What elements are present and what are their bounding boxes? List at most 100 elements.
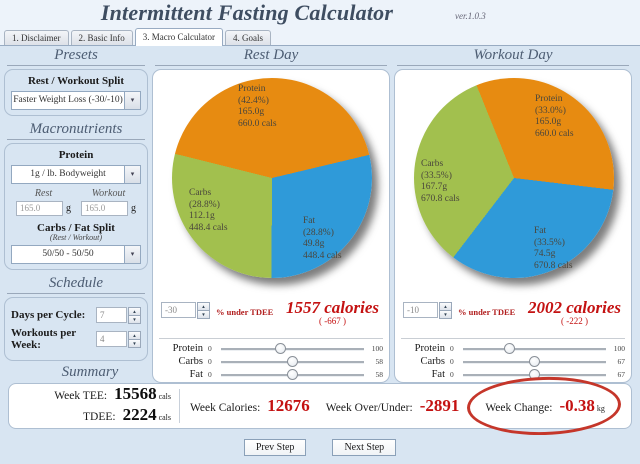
schedule-heading: Schedule — [7, 275, 145, 294]
week-over-under-item: Week Over/Under: -2891 — [326, 396, 460, 416]
slider-thumb[interactable] — [286, 355, 298, 367]
workouts-per-week-spinner[interactable]: 4 ▲ ▼ — [96, 331, 141, 348]
macronutrients-panel: Protein 1g / lb. Bodyweight ▾ Rest Worko… — [4, 143, 148, 270]
carbs-fat-split-value: 50/50 - 50/50 — [42, 249, 94, 259]
spin-down-icon[interactable]: ▼ — [197, 311, 210, 319]
week-change-item: Week Change: -0.38 kg — [466, 375, 622, 437]
workout-grams-input[interactable]: 165.0 — [81, 201, 128, 216]
week-calories-value: 12676 — [267, 396, 310, 415]
workout-carbs-slider[interactable] — [463, 355, 606, 368]
rest-tdee-adjust-spinner[interactable]: -30 ▲ ▼ — [161, 302, 210, 319]
protein-select[interactable]: 1g / lb. Bodyweight ▾ — [11, 165, 141, 184]
dropdown-arrow-icon[interactable]: ▾ — [124, 92, 140, 109]
days-per-cycle-value[interactable]: 7 — [96, 307, 127, 323]
workout-tdee-adjust-value[interactable]: -10 — [403, 302, 438, 318]
spin-down-icon[interactable]: ▼ — [439, 311, 452, 319]
workout-fat-slider[interactable] — [463, 368, 606, 381]
rest-fat-slider-row: Fat 0 58 — [189, 368, 383, 381]
rest-carbs-slice-label: Carbs (28.8%) 112.1g 448.4 cals — [189, 188, 228, 233]
prev-step-button[interactable]: Prev Step — [243, 439, 307, 456]
rest-calories-delta: ( -667 ) — [318, 316, 346, 326]
week-change-value: -0.38 — [559, 396, 595, 415]
workout-calories-total: 2002 calories ( -222 ) — [528, 298, 621, 326]
workout-carbs-slice-label: Carbs (33.5%) 167.7g 670.8 cals — [421, 159, 460, 204]
week-change-label: Week Change: — [485, 402, 553, 414]
version-label: ver.1.0.3 — [455, 11, 486, 21]
workout-protein-slice-label: Protein (33.0%) 165.0g 660.0 cals — [535, 94, 574, 139]
workout-carbs-slider-row: Carbs 0 67 — [420, 355, 625, 368]
rest-protein-slider[interactable] — [221, 342, 364, 355]
tab-basic-info[interactable]: 2. Basic Info — [70, 30, 133, 45]
spin-down-icon[interactable]: ▼ — [128, 340, 141, 348]
slider-thumb[interactable] — [528, 368, 540, 380]
tab-macro-calculator[interactable]: 3. Macro Calculator — [134, 28, 223, 46]
carbs-fat-split-select[interactable]: 50/50 - 50/50 ▾ — [11, 245, 141, 264]
workout-day-panel: Protein (33.0%) 165.0g 660.0 cals Carbs … — [394, 69, 632, 383]
next-step-button[interactable]: Next Step — [332, 439, 397, 456]
grams-header-row: Rest Workout — [11, 188, 141, 199]
rest-protein-slider-row: Protein 0 100 — [172, 342, 383, 355]
protein-label: Protein — [58, 149, 94, 161]
dropdown-arrow-icon[interactable]: ▾ — [124, 166, 140, 183]
spin-up-icon[interactable]: ▲ — [128, 307, 141, 316]
workout-protein-slider[interactable] — [463, 342, 606, 355]
rest-workout-split-select[interactable]: Faster Weight Loss (-30/-10) ▾ — [11, 91, 141, 110]
workout-protein-slider-row: Protein 0 100 — [414, 342, 625, 355]
spin-up-icon[interactable]: ▲ — [197, 302, 210, 311]
divider — [179, 389, 180, 423]
rest-calories-value: 1557 calories — [285, 298, 379, 317]
rest-day-heading: Rest Day — [155, 47, 387, 66]
days-per-cycle-spinner[interactable]: 7 ▲ ▼ — [96, 307, 141, 324]
carbs-fat-split-label: Carbs / Fat Split — [37, 222, 115, 234]
rest-grams-unit: g — [66, 203, 71, 214]
workout-column-label: Workout — [91, 188, 126, 199]
slider-thumb[interactable] — [275, 342, 287, 354]
workout-sliders: Protein 0 100 Carbs 0 67 — [401, 342, 625, 381]
rest-tdee-adjust-value[interactable]: -30 — [161, 302, 196, 318]
week-over-under-label: Week Over/Under: — [325, 402, 413, 414]
rest-calories-total: 1557 calories ( -667 ) — [286, 298, 379, 326]
rest-grams-input[interactable]: 165.0 — [16, 201, 63, 216]
macronutrients-heading: Macronutrients — [7, 121, 145, 140]
spin-up-icon[interactable]: ▲ — [439, 302, 452, 311]
workout-tdee-label: % under TDEE — [458, 307, 516, 317]
rest-fat-slider[interactable] — [221, 368, 364, 381]
divider — [159, 338, 383, 339]
dropdown-arrow-icon[interactable]: ▾ — [124, 246, 140, 263]
rest-column-label: Rest — [34, 188, 53, 199]
workout-fat-slice-label: Fat (33.5%) 74.5g 670.8 cals — [534, 226, 573, 271]
slider-thumb[interactable] — [528, 355, 540, 367]
tab-disclaimer[interactable]: 1. Disclaimer — [4, 30, 69, 45]
workout-day-pie-chart — [414, 78, 614, 278]
tdee-value: 2224 — [122, 405, 157, 424]
rest-day-panel: Protein (42.4%) 165.0g 660.0 cals Carbs … — [152, 69, 390, 383]
summary-panel: Week TEE: 15568 cals TDEE: 2224 cals Wee… — [8, 375, 632, 437]
tdee-unit: cals — [158, 413, 171, 422]
rest-tdee-label: % under TDEE — [216, 307, 274, 317]
spin-up-icon[interactable]: ▲ — [128, 331, 141, 340]
workout-tdee-adjust-spinner[interactable]: -10 ▲ ▼ — [403, 302, 452, 319]
workout-day-heading: Workout Day — [397, 47, 629, 66]
slider-thumb[interactable] — [286, 368, 298, 380]
slider-thumb[interactable] — [504, 342, 516, 354]
spin-down-icon[interactable]: ▼ — [128, 316, 141, 324]
tdee-row: TDEE: 2224 cals — [23, 406, 171, 427]
week-calories-label: Week Calories: — [190, 402, 261, 414]
workout-calories-delta: ( -222 ) — [560, 316, 588, 326]
tdee-label: TDEE: — [82, 411, 116, 423]
rest-carbs-slider[interactable] — [221, 355, 364, 368]
week-tee-value: 15568 — [114, 384, 157, 403]
workouts-per-week-value[interactable]: 4 — [96, 331, 127, 347]
carbs-fat-split-sublabel: (Rest / Workout) — [49, 233, 103, 242]
rest-day-pie-chart — [172, 78, 372, 278]
schedule-panel: Days per Cycle: 7 ▲ ▼ Workouts per Week:… — [4, 297, 148, 361]
protein-select-value: 1g / lb. Bodyweight — [30, 169, 106, 179]
week-calories-item: Week Calories: 12676 — [190, 396, 310, 416]
left-sidebar: Presets Rest / Workout Split Faster Weig… — [4, 46, 148, 366]
tab-goals[interactable]: 4. Goals — [224, 30, 271, 45]
week-tee-unit: cals — [158, 392, 171, 401]
workout-calories-row: -10 ▲ ▼ % under TDEE 2002 calories ( -22… — [403, 298, 623, 336]
workouts-per-week-row: Workouts per Week: 4 ▲ ▼ — [11, 327, 141, 351]
footer: Prev Step Next Step — [0, 437, 640, 456]
